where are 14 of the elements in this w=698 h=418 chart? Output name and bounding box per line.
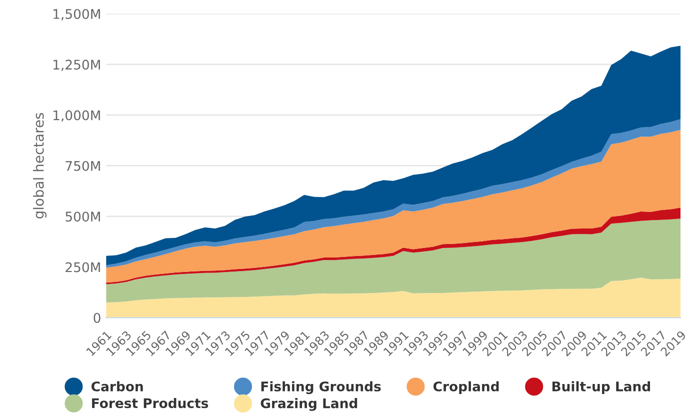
y-tick-label: 1,500M bbox=[54, 9, 100, 20]
legend-label: Fishing Grounds bbox=[261, 381, 381, 394]
legend-label: Cropland bbox=[433, 381, 499, 394]
legend-label: Carbon bbox=[92, 381, 143, 392]
legend-label: Forest Products bbox=[92, 398, 208, 408]
legend-label: Built-up Land bbox=[552, 381, 650, 394]
y-tick-label: 1,250M bbox=[54, 60, 100, 71]
y-tick-label: 1,000M bbox=[54, 110, 100, 122]
y-axis-title: global hectares bbox=[33, 112, 47, 218]
y-tick-label: 0 bbox=[94, 312, 100, 323]
y-tick-label: 500M bbox=[66, 212, 100, 222]
y-tick-label: 250M bbox=[66, 262, 100, 272]
y-tick-label: 750M bbox=[66, 160, 100, 171]
legend-label: Grazing Land bbox=[260, 398, 358, 411]
